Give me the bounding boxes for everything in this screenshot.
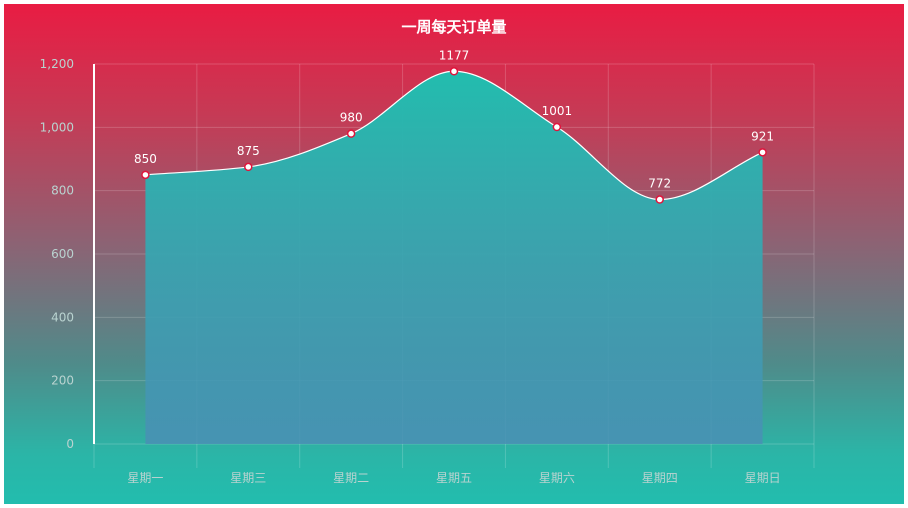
data-point [655, 195, 664, 204]
y-tick-label: 1,000 [40, 120, 74, 134]
data-markers [141, 67, 767, 204]
y-tick-label: 1,200 [40, 57, 74, 71]
y-tick-label: 0 [66, 437, 74, 451]
area-chart: 0 200 400 600 800 1,000 1,200 星期一 星期三 星期二 星期五 星期六 星期… [40, 48, 815, 485]
y-tick-label: 400 [51, 310, 74, 324]
axes: 0 200 400 600 800 1,000 1,200 星期一 星期三 星期二 星期五 星期六 星期… [40, 57, 815, 485]
data-label: 1001 [542, 104, 573, 118]
data-label: 1177 [439, 48, 470, 62]
data-label: 772 [648, 177, 671, 191]
x-tick-label: 星期二 [333, 471, 369, 485]
chart-title: 一周每天订单量 [401, 18, 507, 36]
data-label: 921 [751, 129, 774, 143]
data-point [244, 162, 253, 172]
data-point [346, 129, 356, 138]
y-tick-label: 800 [51, 184, 74, 198]
x-tick-label: 星期一 [127, 471, 163, 485]
data-label: 850 [134, 152, 157, 166]
y-tick-label: 600 [51, 247, 74, 261]
x-tick-label: 星期四 [642, 471, 678, 485]
data-labels: 850 875 980 1177 1001 772 921 [134, 48, 774, 190]
y-tick-label: 200 [51, 374, 74, 388]
data-label: 875 [237, 144, 260, 158]
chart-panel: 一周每天订单量 0 200 400 600 800 1,000 1,200 星期一 星期三 星期二… [4, 4, 904, 504]
x-tick-label: 星期五 [436, 471, 472, 485]
data-point [758, 148, 767, 157]
x-tick-label: 星期三 [230, 471, 266, 485]
series-area-fill [145, 71, 763, 444]
data-point [449, 67, 459, 76]
data-point [141, 170, 150, 180]
x-tick-label: 星期六 [539, 471, 575, 485]
data-point [552, 122, 562, 132]
x-tick-label: 星期日 [745, 471, 781, 485]
data-label: 980 [340, 111, 363, 125]
